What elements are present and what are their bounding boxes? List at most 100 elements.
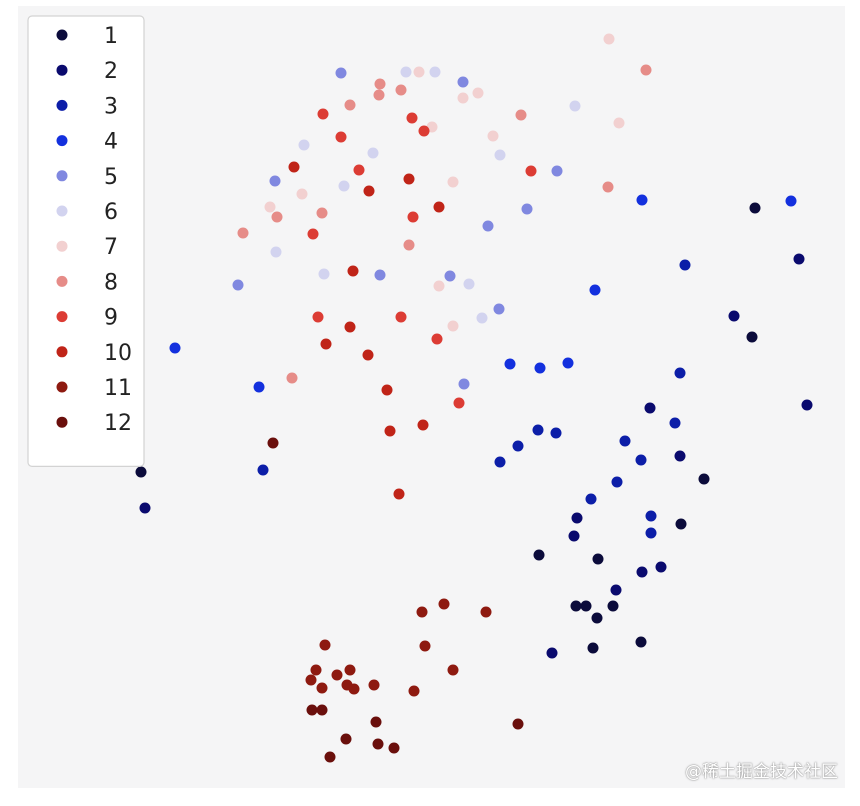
point-series-6-10 <box>476 312 488 324</box>
point-series-11-1 <box>438 598 450 610</box>
point-series-11-9 <box>305 674 317 686</box>
plot-area <box>18 6 845 788</box>
point-series-2-3 <box>644 402 656 414</box>
point-series-11-6 <box>331 669 343 681</box>
point-series-2-5 <box>655 561 667 573</box>
point-series-1-3 <box>675 518 687 530</box>
legend-marker-8 <box>56 275 68 287</box>
point-series-1-7 <box>607 600 619 612</box>
legend-marker-3 <box>56 99 68 111</box>
points-layer <box>47 33 813 763</box>
point-series-5-0 <box>335 67 347 79</box>
point-series-5-1 <box>457 76 469 88</box>
point-series-9-3 <box>335 131 347 143</box>
point-series-3-13 <box>257 464 269 476</box>
point-series-10-7 <box>362 349 374 361</box>
point-series-1-1 <box>746 331 758 343</box>
point-series-3-12 <box>494 456 506 468</box>
point-series-5-8 <box>232 279 244 291</box>
legend-label-2: 2 <box>104 59 118 84</box>
point-series-8-8 <box>316 207 328 219</box>
point-series-10-8 <box>381 384 393 396</box>
point-series-3-2 <box>669 417 681 429</box>
point-series-5-10 <box>458 378 470 390</box>
point-series-3-9 <box>532 424 544 436</box>
point-series-5-7 <box>444 270 456 282</box>
point-series-11-7 <box>344 664 356 676</box>
point-series-5-6 <box>374 269 386 281</box>
point-series-4-0 <box>636 194 648 206</box>
point-series-10-10 <box>417 419 429 431</box>
point-series-1-12 <box>135 466 147 478</box>
point-series-4-5 <box>504 358 516 370</box>
point-series-8-4 <box>344 99 356 111</box>
point-series-6-0 <box>400 66 412 78</box>
point-series-11-0 <box>416 606 428 618</box>
legend-marker-6 <box>56 205 68 217</box>
point-series-10-1 <box>363 185 375 197</box>
legend-marker-4 <box>56 135 68 147</box>
point-series-3-6 <box>645 527 657 539</box>
point-series-10-3 <box>433 201 445 213</box>
point-series-8-1 <box>374 78 386 90</box>
point-series-8-9 <box>237 227 249 239</box>
point-series-2-7 <box>610 584 622 596</box>
point-series-6-8 <box>318 268 330 280</box>
point-series-9-5 <box>525 165 537 177</box>
point-series-8-2 <box>373 89 385 101</box>
point-series-9-10 <box>431 333 443 345</box>
legend-marker-10 <box>56 346 68 358</box>
point-series-7-3 <box>472 87 484 99</box>
legend-label-10: 10 <box>104 341 132 366</box>
point-series-9-2 <box>418 125 430 137</box>
point-series-2-2 <box>728 310 740 322</box>
legend-label-12: 12 <box>104 411 132 436</box>
point-series-11-4 <box>419 640 431 652</box>
legend-label-1: 1 <box>104 24 118 49</box>
point-series-9-4 <box>353 164 365 176</box>
point-series-10-11 <box>393 488 405 500</box>
point-series-3-3 <box>635 454 647 466</box>
legend-marker-5 <box>56 170 68 182</box>
point-series-11-3 <box>319 639 331 651</box>
legend-label-9: 9 <box>104 306 118 331</box>
point-series-12-5 <box>340 733 352 745</box>
legend-label-4: 4 <box>104 130 118 155</box>
point-series-10-9 <box>384 425 396 437</box>
point-series-3-5 <box>645 510 657 522</box>
point-series-2-9 <box>568 530 580 542</box>
point-series-11-13 <box>368 679 380 691</box>
point-series-10-0 <box>288 161 300 173</box>
point-series-9-1 <box>406 112 418 124</box>
legend-label-5: 5 <box>104 165 118 190</box>
point-series-2-4 <box>674 450 686 462</box>
legend-label-3: 3 <box>104 94 118 119</box>
point-series-12-8 <box>324 751 336 763</box>
point-series-9-6 <box>407 211 419 223</box>
point-series-3-1 <box>674 367 686 379</box>
point-series-8-7 <box>271 211 283 223</box>
point-series-9-11 <box>453 397 465 409</box>
point-series-1-9 <box>570 600 582 612</box>
point-series-8-3 <box>395 84 407 96</box>
point-series-7-0 <box>603 33 615 45</box>
point-series-10-6 <box>320 338 332 350</box>
point-series-1-5 <box>587 642 599 654</box>
point-series-6-6 <box>338 180 350 192</box>
point-series-8-0 <box>640 64 652 76</box>
point-series-4-1 <box>785 195 797 207</box>
point-series-4-4 <box>562 357 574 369</box>
point-series-12-2 <box>316 704 328 716</box>
point-series-3-11 <box>512 440 524 452</box>
point-series-8-10 <box>403 239 415 251</box>
point-series-1-2 <box>698 473 710 485</box>
point-series-7-2 <box>457 92 469 104</box>
point-series-2-6 <box>636 566 648 578</box>
point-series-11-10 <box>316 682 328 694</box>
point-series-1-11 <box>592 553 604 565</box>
point-series-10-2 <box>403 173 415 185</box>
point-series-2-0 <box>793 253 805 265</box>
legend-marker-7 <box>56 240 68 252</box>
point-series-2-11 <box>546 647 558 659</box>
